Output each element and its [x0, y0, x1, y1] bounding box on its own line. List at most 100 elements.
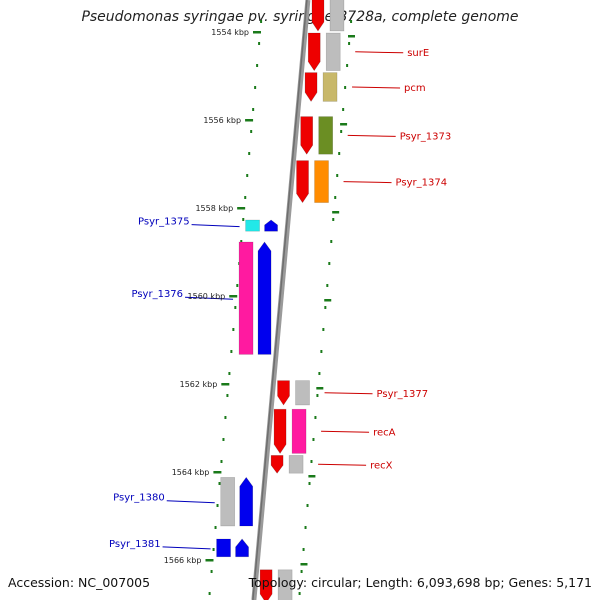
inner-tick [222, 438, 225, 441]
map-title: Pseudomonas syringae pv. syringae B728a,… [81, 9, 519, 25]
outer-tick [336, 174, 339, 177]
kbp-label: 1562 kbp [180, 380, 218, 389]
gene-arrow [257, 241, 272, 355]
backbone-line [251, 0, 311, 600]
major-tick [316, 387, 324, 390]
gene-arrow [239, 476, 254, 527]
gene-label: Psyr_1380 [113, 493, 165, 504]
cds-bar [245, 219, 260, 232]
gene-label: Psyr_1375 [138, 217, 190, 228]
outer-tick [316, 394, 319, 397]
inner-tick [208, 592, 211, 595]
gene-label: Psyr_1376 [131, 289, 183, 300]
inner-tick [214, 526, 217, 529]
outer-tick [338, 152, 341, 155]
kbp-label: 1554 kbp [211, 28, 249, 37]
label-leader [343, 181, 392, 184]
label-leader [162, 546, 211, 550]
cds-bar [291, 408, 307, 454]
gene-arrow [300, 116, 313, 155]
cds-bar [238, 241, 254, 355]
outer-tick [322, 328, 325, 331]
label-leader [191, 224, 240, 228]
gene-label: recX [370, 460, 393, 471]
gene-label: Psyr_1377 [377, 389, 429, 400]
major-tick [245, 119, 254, 122]
cds-bar [314, 160, 329, 203]
cds-bar [329, 0, 345, 32]
inner-tick [212, 548, 215, 551]
outer-tick [314, 416, 317, 419]
outer-tick [308, 482, 311, 485]
genome-backbone [251, 0, 311, 600]
genome-stats-text: Topology: circular; Length: 6,093,698 bp… [248, 575, 592, 590]
kbp-label: 1566 kbp [164, 556, 202, 565]
label-leader [347, 134, 396, 137]
outer-tick [312, 438, 315, 441]
inner-tick [250, 130, 253, 133]
inner-tick [210, 570, 213, 573]
inner-tick [260, 20, 263, 23]
cds-bar [220, 477, 236, 527]
gene-arrow [277, 380, 290, 406]
outer-tick [300, 570, 303, 573]
outer-tick [304, 526, 307, 529]
outer-tick [342, 108, 345, 111]
inner-tick [234, 306, 237, 309]
inner-tick [220, 460, 223, 463]
inner-tick [226, 394, 229, 397]
major-tick [348, 35, 355, 38]
inner-tick [230, 350, 233, 353]
cds-bar [277, 569, 293, 600]
label-leader [355, 51, 404, 54]
inner-tick [254, 86, 257, 89]
inner-tick [218, 482, 221, 485]
major-tick [308, 475, 316, 478]
gene-arrow [273, 408, 287, 454]
major-tick [205, 559, 214, 562]
major-tick [229, 295, 238, 298]
gene-arrow [264, 219, 278, 232]
cds-bar [216, 538, 231, 558]
kbp-scale-labels: 1554 kbp 1556 kbp 1558 kbp 1560 kbp 1562 kbp… [164, 28, 249, 565]
gene-label: Psyr_1373 [400, 131, 452, 142]
accession-text: Accession: NC_007005 [8, 575, 151, 590]
outer-tick [340, 130, 343, 133]
inner-tick [242, 218, 245, 221]
outer-tick [302, 548, 305, 551]
feature-labels: surE pcm Psyr_1373 Psyr_1374 Psyr_1375 Psyr_1… [109, 48, 451, 550]
gene-arrow [311, 0, 325, 32]
outer-tick [332, 218, 335, 221]
cds-bar [288, 455, 304, 474]
outer-tick [328, 262, 331, 265]
major-tick [300, 563, 308, 566]
kbp-label: 1558 kbp [195, 204, 233, 213]
inner-tick [224, 416, 227, 419]
major-tick [332, 211, 340, 214]
kbp-label: 1564 kbp [172, 468, 210, 477]
inner-tick [258, 42, 261, 45]
gene-arrow [235, 538, 249, 558]
outer-tick [326, 284, 329, 287]
gene-arrow [307, 32, 321, 72]
gene-arrow [296, 160, 309, 204]
label-leader [321, 430, 370, 433]
outer-tick [350, 20, 353, 23]
inner-tick [256, 64, 259, 67]
outer-tick [298, 592, 301, 595]
gene-arrow [270, 455, 284, 474]
outer-tick [348, 42, 351, 45]
outer-tick [334, 196, 337, 199]
cds-bar [318, 116, 333, 155]
outer-tick [306, 504, 309, 507]
gene-features [235, 0, 325, 600]
label-leader [318, 463, 367, 466]
major-tick [213, 471, 222, 474]
inner-tick [240, 240, 243, 243]
outer-tick [346, 64, 349, 67]
major-tick [340, 123, 348, 126]
backbone-line-shade [252, 0, 308, 600]
gene-arrow [304, 72, 318, 102]
outer-tick [310, 460, 313, 463]
